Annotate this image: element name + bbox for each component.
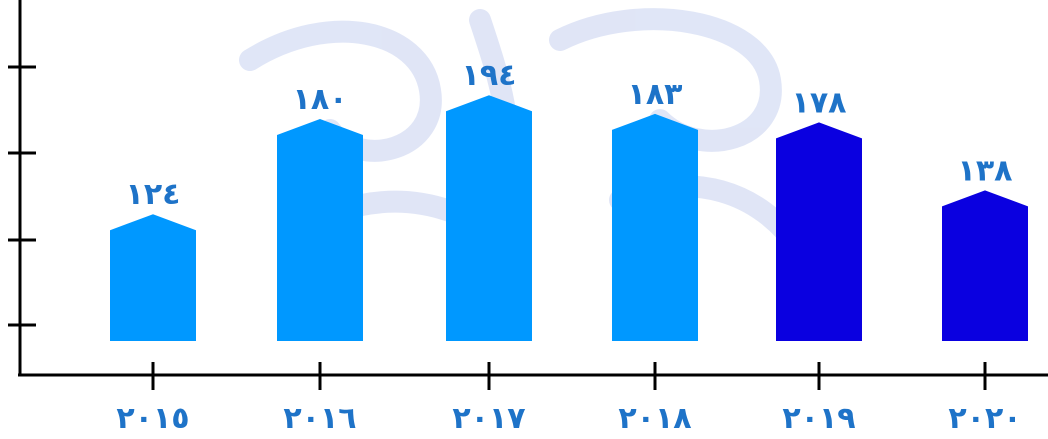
x-tick-label-3: ٢٠١٨ <box>618 401 691 436</box>
data-label-0: ١٢٤ <box>126 177 181 212</box>
y-axis-ticks <box>8 65 36 327</box>
bar-2 <box>446 95 532 341</box>
data-labels: ١٢٤ ١٨٠ ١٩٤ ١٨٣ ١٧٨ ١٣٨ <box>126 58 1013 212</box>
data-label-2: ١٩٤ <box>462 58 517 93</box>
x-tick-label-1: ٢٠١٦ <box>283 401 356 436</box>
data-label-1: ١٨٠ <box>293 82 348 117</box>
data-label-5: ١٣٨ <box>958 153 1013 188</box>
bar-1 <box>277 119 363 341</box>
x-tick-label-2: ٢٠١٧ <box>452 401 525 436</box>
bar-0 <box>110 214 196 341</box>
x-axis-labels: ٢٠١٥ ٢٠١٦ ٢٠١٧ ٢٠١٨ ٢٠١٩ ٢٠٢٠ <box>116 401 1021 436</box>
bar-5 <box>942 190 1028 341</box>
x-tick-label-0: ٢٠١٥ <box>116 401 189 436</box>
x-tick-label-4: ٢٠١٩ <box>782 401 855 436</box>
data-label-4: ١٧٨ <box>792 85 847 120</box>
x-tick-label-5: ٢٠٢٠ <box>948 401 1021 436</box>
bar-3 <box>612 113 698 342</box>
x-axis-ticks <box>151 362 987 390</box>
data-label-3: ١٨٣ <box>628 77 683 112</box>
bar-series <box>110 95 1028 342</box>
bar-4 <box>776 122 862 342</box>
